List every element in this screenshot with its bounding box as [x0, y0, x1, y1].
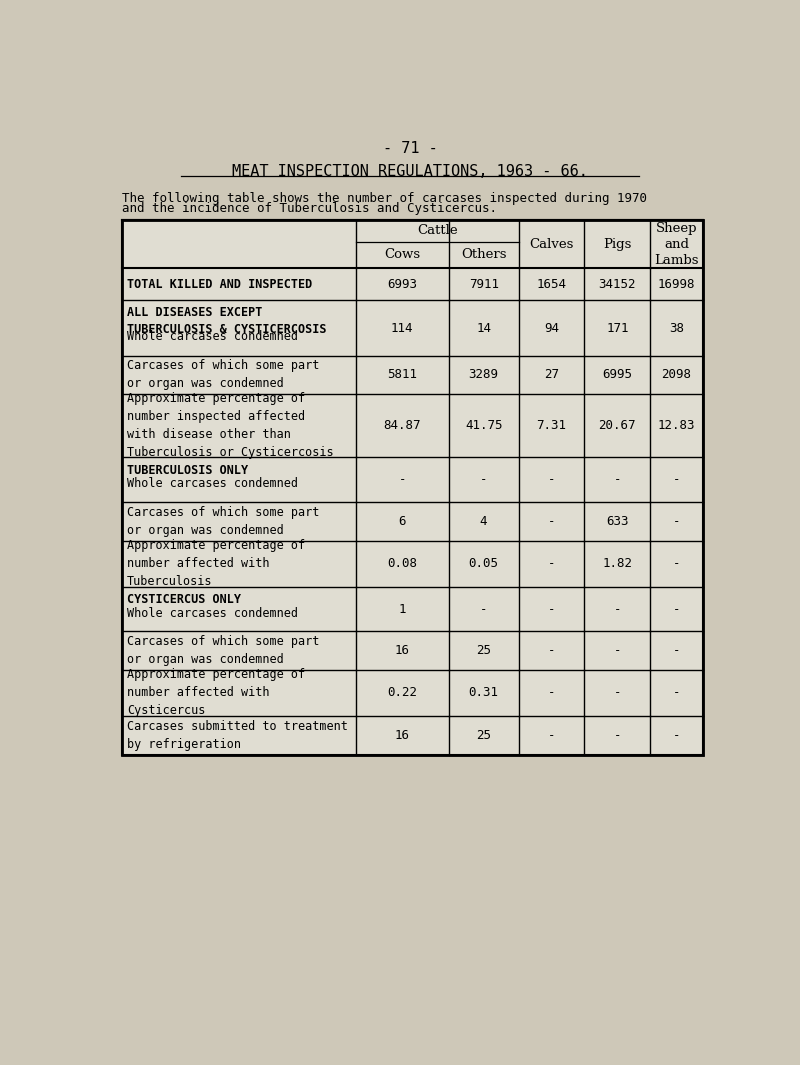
Text: 0.08: 0.08 [387, 557, 418, 570]
Text: -: - [614, 644, 621, 657]
Text: 1654: 1654 [537, 278, 566, 291]
Text: 6995: 6995 [602, 368, 632, 381]
Text: Cows: Cows [384, 248, 420, 261]
Text: Pigs: Pigs [603, 237, 631, 250]
Text: -: - [548, 728, 555, 742]
Text: 5811: 5811 [387, 368, 418, 381]
Text: 20.67: 20.67 [598, 420, 636, 432]
Text: 6: 6 [398, 514, 406, 528]
Text: - 71 -: - 71 - [382, 141, 438, 155]
Text: 12.83: 12.83 [658, 420, 695, 432]
Bar [122, 220, 703, 755]
Text: -: - [673, 687, 680, 700]
Text: -: - [480, 473, 487, 487]
Text: 7.31: 7.31 [537, 420, 566, 432]
Text: CYSTICERCUS ONLY: CYSTICERCUS ONLY [127, 593, 241, 606]
Text: 0.31: 0.31 [469, 687, 498, 700]
Text: 94: 94 [544, 322, 559, 334]
Text: -: - [614, 728, 621, 742]
Text: -: - [480, 603, 487, 616]
Text: Others: Others [461, 248, 506, 261]
Text: -: - [673, 728, 680, 742]
Text: Whole carcases condemned: Whole carcases condemned [127, 330, 298, 343]
Text: 84.87: 84.87 [383, 420, 421, 432]
Text: 1: 1 [398, 603, 406, 616]
Text: 7911: 7911 [469, 278, 498, 291]
Text: -: - [673, 473, 680, 487]
Text: TOTAL KILLED AND INSPECTED: TOTAL KILLED AND INSPECTED [127, 278, 312, 291]
Text: 34152: 34152 [598, 278, 636, 291]
Text: 16: 16 [394, 644, 410, 657]
Text: Cattle: Cattle [417, 225, 458, 237]
Text: Whole carcases condemned: Whole carcases condemned [127, 607, 298, 620]
Text: Approximate percentage of
number inspected affected
with disease other than
Tube: Approximate percentage of number inspect… [127, 392, 334, 459]
Text: Whole carcases condemned: Whole carcases condemned [127, 477, 298, 490]
Text: -: - [673, 603, 680, 616]
Text: 14: 14 [476, 322, 491, 334]
Text: -: - [548, 514, 555, 528]
Text: Carcases of which some part
or organ was condemned: Carcases of which some part or organ was… [127, 506, 319, 537]
Text: MEAT INSPECTION REGULATIONS, 1963 - 66.: MEAT INSPECTION REGULATIONS, 1963 - 66. [232, 164, 588, 179]
Text: -: - [673, 557, 680, 570]
Text: Calves: Calves [530, 237, 574, 250]
Text: 2098: 2098 [662, 368, 691, 381]
Text: -: - [673, 514, 680, 528]
Text: 16: 16 [394, 728, 410, 742]
Text: Carcases of which some part
or organ was condemned: Carcases of which some part or organ was… [127, 360, 319, 391]
Text: TUBERCULOSIS ONLY: TUBERCULOSIS ONLY [127, 463, 248, 476]
Text: Carcases submitted to treatment
by refrigeration: Carcases submitted to treatment by refri… [127, 720, 348, 751]
Text: 41.75: 41.75 [465, 420, 502, 432]
Text: 114: 114 [391, 322, 414, 334]
Text: and the incidence of Tuberculosis and Cysticercus.: and the incidence of Tuberculosis and Cy… [122, 202, 497, 215]
Text: 3289: 3289 [469, 368, 498, 381]
Text: Approximate percentage of
number affected with
Tuberculosis: Approximate percentage of number affecte… [127, 539, 306, 588]
Text: Carcases of which some part
or organ was condemned: Carcases of which some part or organ was… [127, 635, 319, 666]
Text: ALL DISEASES EXCEPT
TUBERCULOSIS & CYSTICERCOSIS: ALL DISEASES EXCEPT TUBERCULOSIS & CYSTI… [127, 307, 326, 337]
Text: -: - [548, 557, 555, 570]
Text: 4: 4 [480, 514, 487, 528]
Text: 16998: 16998 [658, 278, 695, 291]
Text: Sheep
and
Lambs: Sheep and Lambs [654, 222, 699, 266]
Bar [122, 220, 703, 755]
Text: 633: 633 [606, 514, 629, 528]
Text: 0.22: 0.22 [387, 687, 418, 700]
Text: 6993: 6993 [387, 278, 418, 291]
Text: 25: 25 [476, 644, 491, 657]
Text: 0.05: 0.05 [469, 557, 498, 570]
Text: -: - [614, 603, 621, 616]
Text: -: - [548, 687, 555, 700]
Text: -: - [548, 644, 555, 657]
Text: The following table shows the number of carcases inspected during 1970: The following table shows the number of … [122, 192, 646, 204]
Text: 1.82: 1.82 [602, 557, 632, 570]
Text: -: - [673, 644, 680, 657]
Text: -: - [548, 473, 555, 487]
Text: -: - [398, 473, 406, 487]
Text: 27: 27 [544, 368, 559, 381]
Text: 171: 171 [606, 322, 629, 334]
Text: 25: 25 [476, 728, 491, 742]
Text: -: - [614, 687, 621, 700]
Text: 38: 38 [669, 322, 684, 334]
Text: Approximate percentage of
number affected with
Cysticercus: Approximate percentage of number affecte… [127, 669, 306, 718]
Text: -: - [548, 603, 555, 616]
Text: -: - [614, 473, 621, 487]
